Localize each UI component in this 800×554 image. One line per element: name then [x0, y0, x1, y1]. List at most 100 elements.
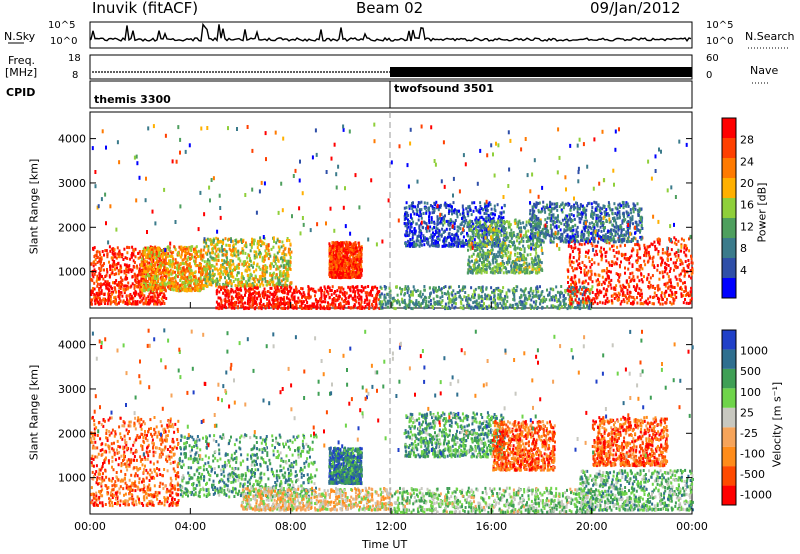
- power-cell: [336, 267, 339, 271]
- power-cell: [488, 304, 491, 308]
- power-cell: [221, 262, 224, 266]
- power-cell: [435, 226, 438, 230]
- power-cell: [156, 298, 159, 302]
- power-cell: [237, 283, 240, 287]
- power-cell: [267, 249, 270, 252]
- power-cell: [210, 243, 213, 247]
- power-cell: [193, 275, 196, 279]
- power-cell: [333, 267, 336, 271]
- power-cell: [131, 282, 134, 286]
- power-cell: [401, 297, 404, 301]
- power-cell: [319, 306, 322, 310]
- power-cell: [417, 239, 420, 243]
- power-cell: [306, 301, 309, 304]
- power-cell: [432, 290, 435, 294]
- power-cell: [582, 302, 585, 306]
- power-cell: [242, 277, 245, 281]
- power-cell: [162, 271, 164, 275]
- power-cell: [233, 301, 236, 304]
- power-cell: [276, 289, 279, 292]
- power-cell: [412, 293, 414, 297]
- power-cell: [407, 304, 410, 308]
- power-cell: [179, 276, 182, 280]
- power-cell: [491, 306, 493, 310]
- power-cell: [336, 240, 339, 244]
- power-cell: [529, 289, 532, 293]
- power-cell: [217, 259, 220, 262]
- power-cell: [553, 298, 556, 302]
- power-cell: [496, 296, 499, 300]
- power-cell: [165, 277, 168, 281]
- power-cell: [474, 218, 477, 222]
- power-cell: [485, 297, 488, 301]
- power-cell: [554, 305, 556, 309]
- power-cell: [290, 294, 293, 298]
- power-cell: [103, 292, 106, 296]
- power-cell: [133, 261, 136, 264]
- power-cell: [140, 259, 143, 263]
- power-cell: [433, 208, 436, 212]
- power-cell: [152, 275, 155, 278]
- power-cell: [478, 295, 481, 299]
- power-cell: [548, 291, 551, 295]
- power-cell: [205, 244, 208, 248]
- power-cell: [409, 238, 412, 241]
- power-cell: [356, 255, 358, 259]
- power-cell: [335, 261, 338, 264]
- power-cell: [113, 286, 116, 290]
- power-cell: [518, 296, 521, 300]
- power-cell: [445, 292, 448, 296]
- power-cell: [460, 288, 463, 292]
- power-cell: [149, 267, 152, 271]
- power-cell: [418, 201, 421, 205]
- power-cell: [174, 276, 177, 279]
- power-cell: [317, 288, 320, 292]
- power-cell: [258, 280, 260, 284]
- power-cell: [494, 301, 497, 305]
- power-cell: [286, 279, 289, 282]
- power-cell: [307, 304, 309, 308]
- power-cell: [202, 287, 205, 291]
- power-cell: [202, 265, 205, 269]
- power-cell: [423, 297, 426, 301]
- power-cell: [311, 288, 314, 292]
- power-cell: [503, 302, 506, 306]
- power-cell: [130, 302, 133, 306]
- power-cell: [344, 294, 347, 298]
- power-cell: [254, 291, 257, 295]
- power-cell: [127, 266, 130, 270]
- power-cell: [152, 286, 154, 289]
- power-cell: [240, 238, 243, 242]
- power-cell: [343, 304, 346, 308]
- power-cell: [379, 300, 382, 304]
- power-cell: [276, 256, 279, 260]
- power-cell: [113, 281, 116, 285]
- power-cell: [256, 296, 259, 300]
- power-cell: [215, 306, 218, 310]
- power-cell: [163, 248, 165, 251]
- power-cell: [333, 255, 336, 259]
- power-cell: [571, 305, 574, 309]
- power-cell: [331, 244, 334, 248]
- power-cell: [157, 280, 160, 283]
- power-cell: [276, 300, 279, 304]
- power-cell: [433, 210, 435, 214]
- power-cell: [277, 245, 280, 249]
- power-cell: [350, 259, 352, 263]
- power-cell: [558, 299, 560, 303]
- power-cell: [430, 220, 433, 224]
- power-cell: [349, 272, 352, 276]
- power-cell: [520, 306, 523, 310]
- power-cell: [447, 212, 450, 215]
- power-cell: [207, 247, 210, 251]
- power-cell: [319, 286, 322, 290]
- power-cell: [371, 302, 373, 306]
- power-cell: [163, 278, 166, 282]
- power-cell: [225, 300, 228, 304]
- power-cell: [349, 285, 352, 289]
- power-cell: [227, 293, 230, 297]
- power-cell: [196, 264, 199, 267]
- power-cell: [424, 206, 427, 210]
- power-cell: [329, 260, 332, 263]
- power-cell: [285, 267, 288, 271]
